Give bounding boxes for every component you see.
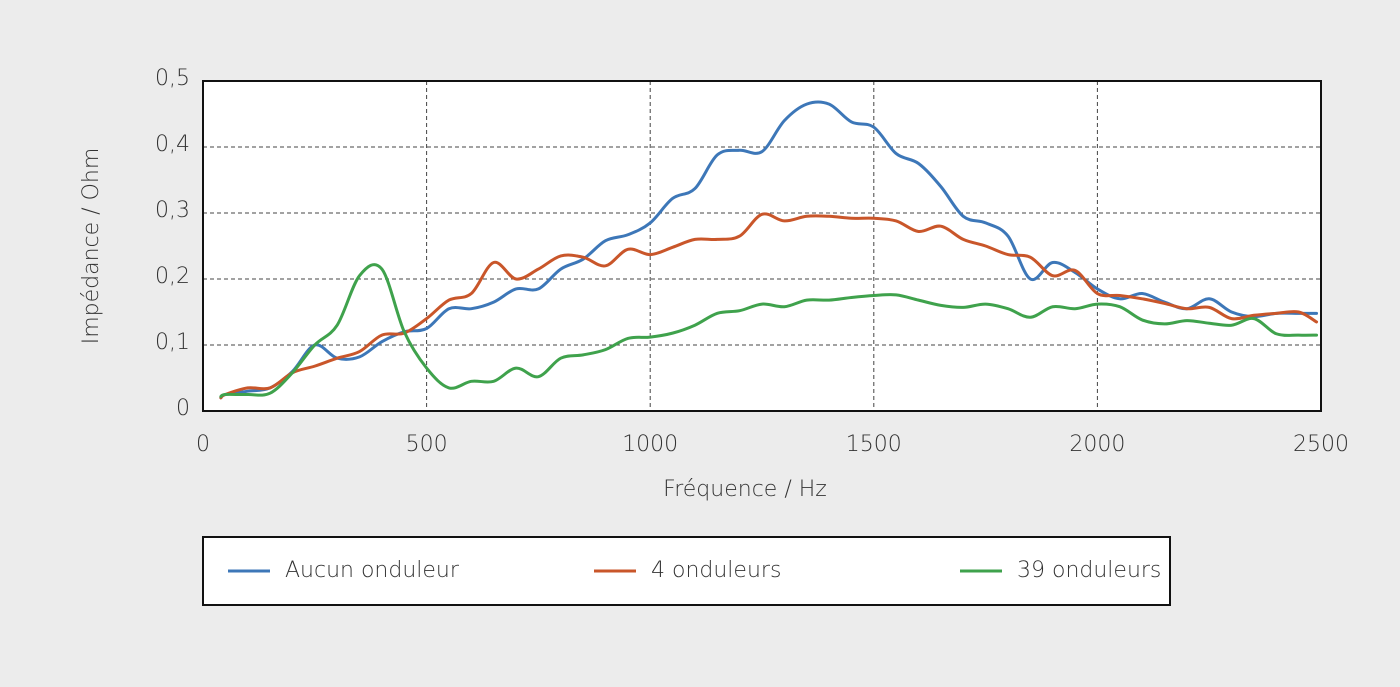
x-axis-title: Fréquence / Hz	[663, 477, 827, 502]
x-tick-label: 1500	[846, 432, 902, 457]
y-tick-label: 0,3	[155, 198, 190, 223]
y-tick-label: 0,1	[155, 330, 190, 355]
y-tick-label: 0,2	[155, 264, 190, 289]
legend-label: Aucun onduleur	[285, 558, 460, 583]
x-tick-label: 0	[196, 432, 210, 457]
plot-area	[203, 81, 1321, 411]
lines	[219, 100, 1319, 400]
series-line	[219, 100, 1319, 400]
y-tick-label: 0	[176, 396, 190, 421]
legend-label: 39 onduleurs	[1017, 558, 1161, 583]
x-tick-label: 500	[406, 432, 448, 457]
y-axis-title: Impédance / Ohm	[79, 148, 104, 345]
legend-label: 4 onduleurs	[651, 558, 781, 583]
legend-box	[202, 536, 1171, 606]
plot-border	[202, 80, 1322, 412]
y-tick-label: 0,5	[155, 66, 190, 91]
y-tick-label: 0,4	[155, 132, 190, 157]
x-tick-label: 2500	[1293, 432, 1349, 457]
series-line	[219, 263, 1319, 398]
x-tick-label: 2000	[1069, 432, 1125, 457]
x-tick-label: 1000	[622, 432, 678, 457]
series-line	[219, 212, 1319, 400]
